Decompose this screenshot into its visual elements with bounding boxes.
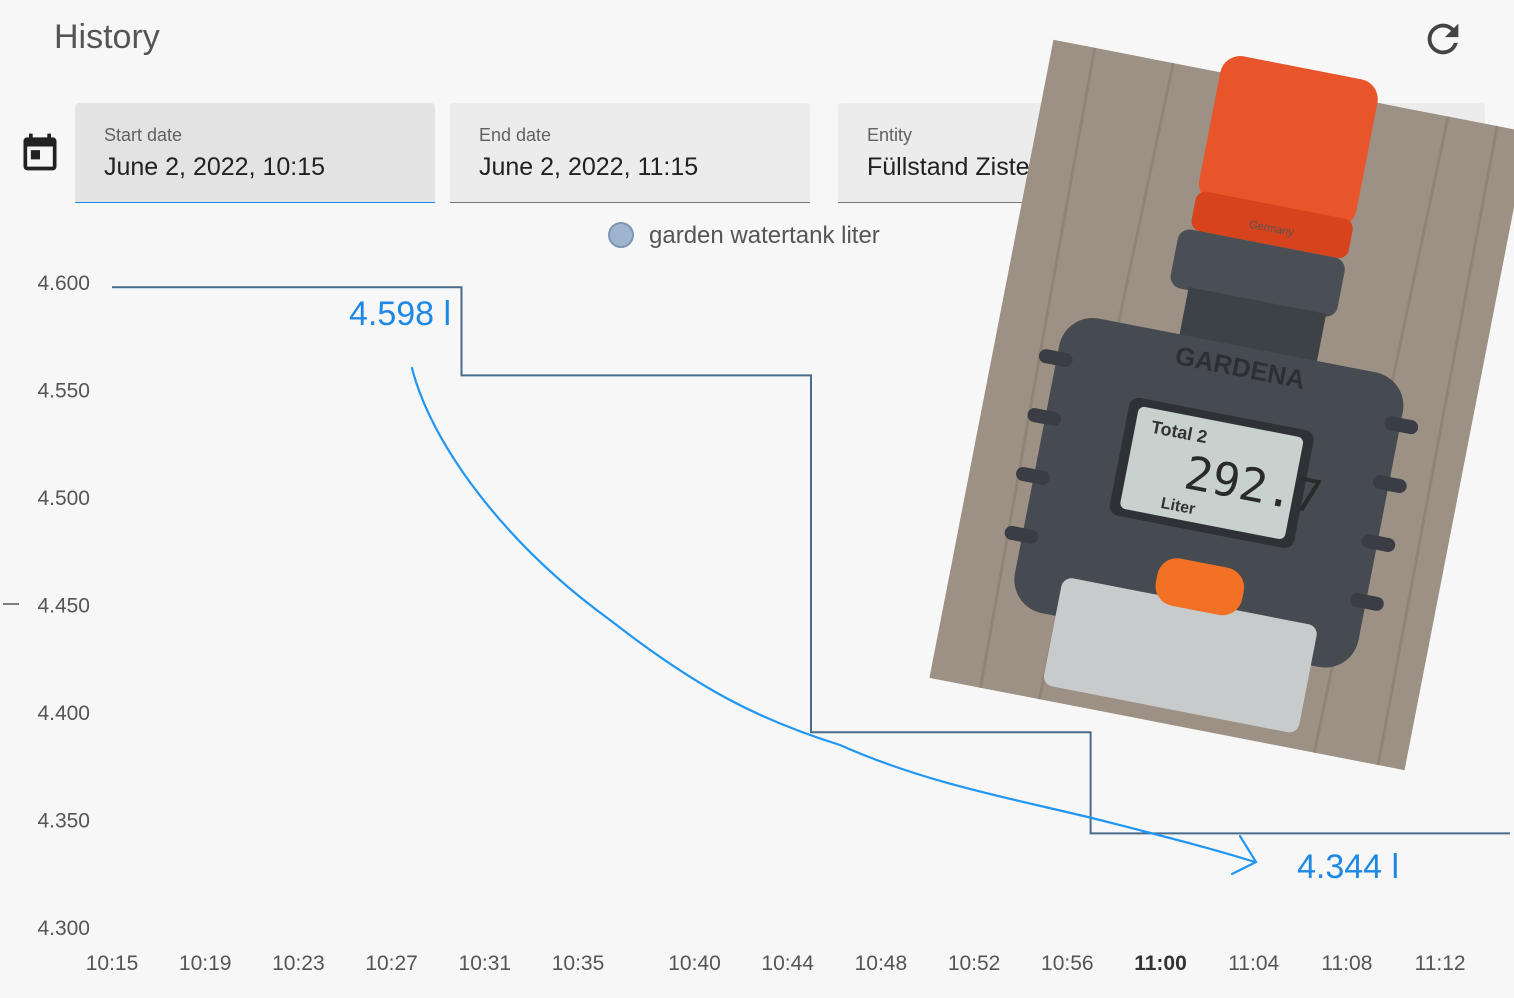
annotation-end-value: 4.344 l bbox=[1297, 848, 1399, 886]
end-date-label: End date bbox=[479, 125, 552, 145]
end-date-field[interactable]: End date June 2, 2022, 11:15 bbox=[450, 103, 810, 203]
x-tick-label: 10:27 bbox=[365, 952, 418, 975]
y-axis: 4.600 4.550 4.500 4.450 4.400 4.350 4.300 bbox=[37, 272, 90, 940]
x-axis: 10:15 10:19 10:23 10:27 10:31 10:35 10:40 10:44… bbox=[86, 952, 1466, 975]
page-title: History bbox=[54, 18, 160, 56]
calendar-button[interactable] bbox=[18, 130, 62, 174]
y-tick-label: 4.550 bbox=[37, 380, 90, 403]
annotation-arrowhead bbox=[1230, 834, 1258, 876]
x-tick-label: 10:19 bbox=[179, 952, 232, 975]
entity-label: Entity bbox=[867, 125, 913, 145]
x-tick-label: 10:31 bbox=[459, 952, 512, 975]
x-tick-label: 10:56 bbox=[1041, 952, 1094, 975]
photo-display-unit: Liter bbox=[1159, 495, 1196, 518]
y-tick-label: 4.500 bbox=[37, 487, 90, 510]
x-tick-label: 10:40 bbox=[668, 952, 721, 975]
x-tick-label: 11:12 bbox=[1415, 952, 1466, 975]
series-line bbox=[112, 286, 1510, 835]
annotation-arrow bbox=[410, 366, 1257, 864]
x-tick-label: 10:15 bbox=[86, 952, 139, 975]
y-tick-label: 4.300 bbox=[37, 917, 90, 940]
x-tick-label: 10:48 bbox=[855, 952, 908, 975]
x-tick-label: 10:44 bbox=[761, 952, 814, 975]
legend-swatch bbox=[608, 222, 634, 248]
y-tick-label: 4.350 bbox=[37, 810, 90, 833]
x-tick-label: 10:35 bbox=[552, 952, 605, 975]
end-date-value: June 2, 2022, 11:15 bbox=[479, 153, 699, 181]
calendar-icon bbox=[23, 133, 57, 171]
annotation-start-value: 4.598 l bbox=[349, 295, 451, 333]
start-date-value: June 2, 2022, 10:15 bbox=[104, 153, 326, 181]
x-tick-label: 11:04 bbox=[1228, 952, 1279, 975]
x-tick-label: 10:23 bbox=[272, 952, 325, 975]
y-tick-label: 4.600 bbox=[37, 272, 90, 295]
x-tick-label: 11:08 bbox=[1321, 952, 1372, 975]
x-tick-label: 11:00 bbox=[1134, 952, 1187, 975]
legend-label: garden watertank liter bbox=[649, 222, 880, 249]
y-tick-label: 4.400 bbox=[37, 702, 90, 725]
water-meter-photo: Germany GARDENA Total 2 292.7 Liter bbox=[929, 39, 1514, 771]
x-tick-label: 10:52 bbox=[948, 952, 1001, 975]
y-tick-label: 4.450 bbox=[37, 595, 90, 618]
start-date-field[interactable]: Start date June 2, 2022, 10:15 bbox=[75, 103, 435, 203]
start-date-label: Start date bbox=[104, 125, 183, 145]
